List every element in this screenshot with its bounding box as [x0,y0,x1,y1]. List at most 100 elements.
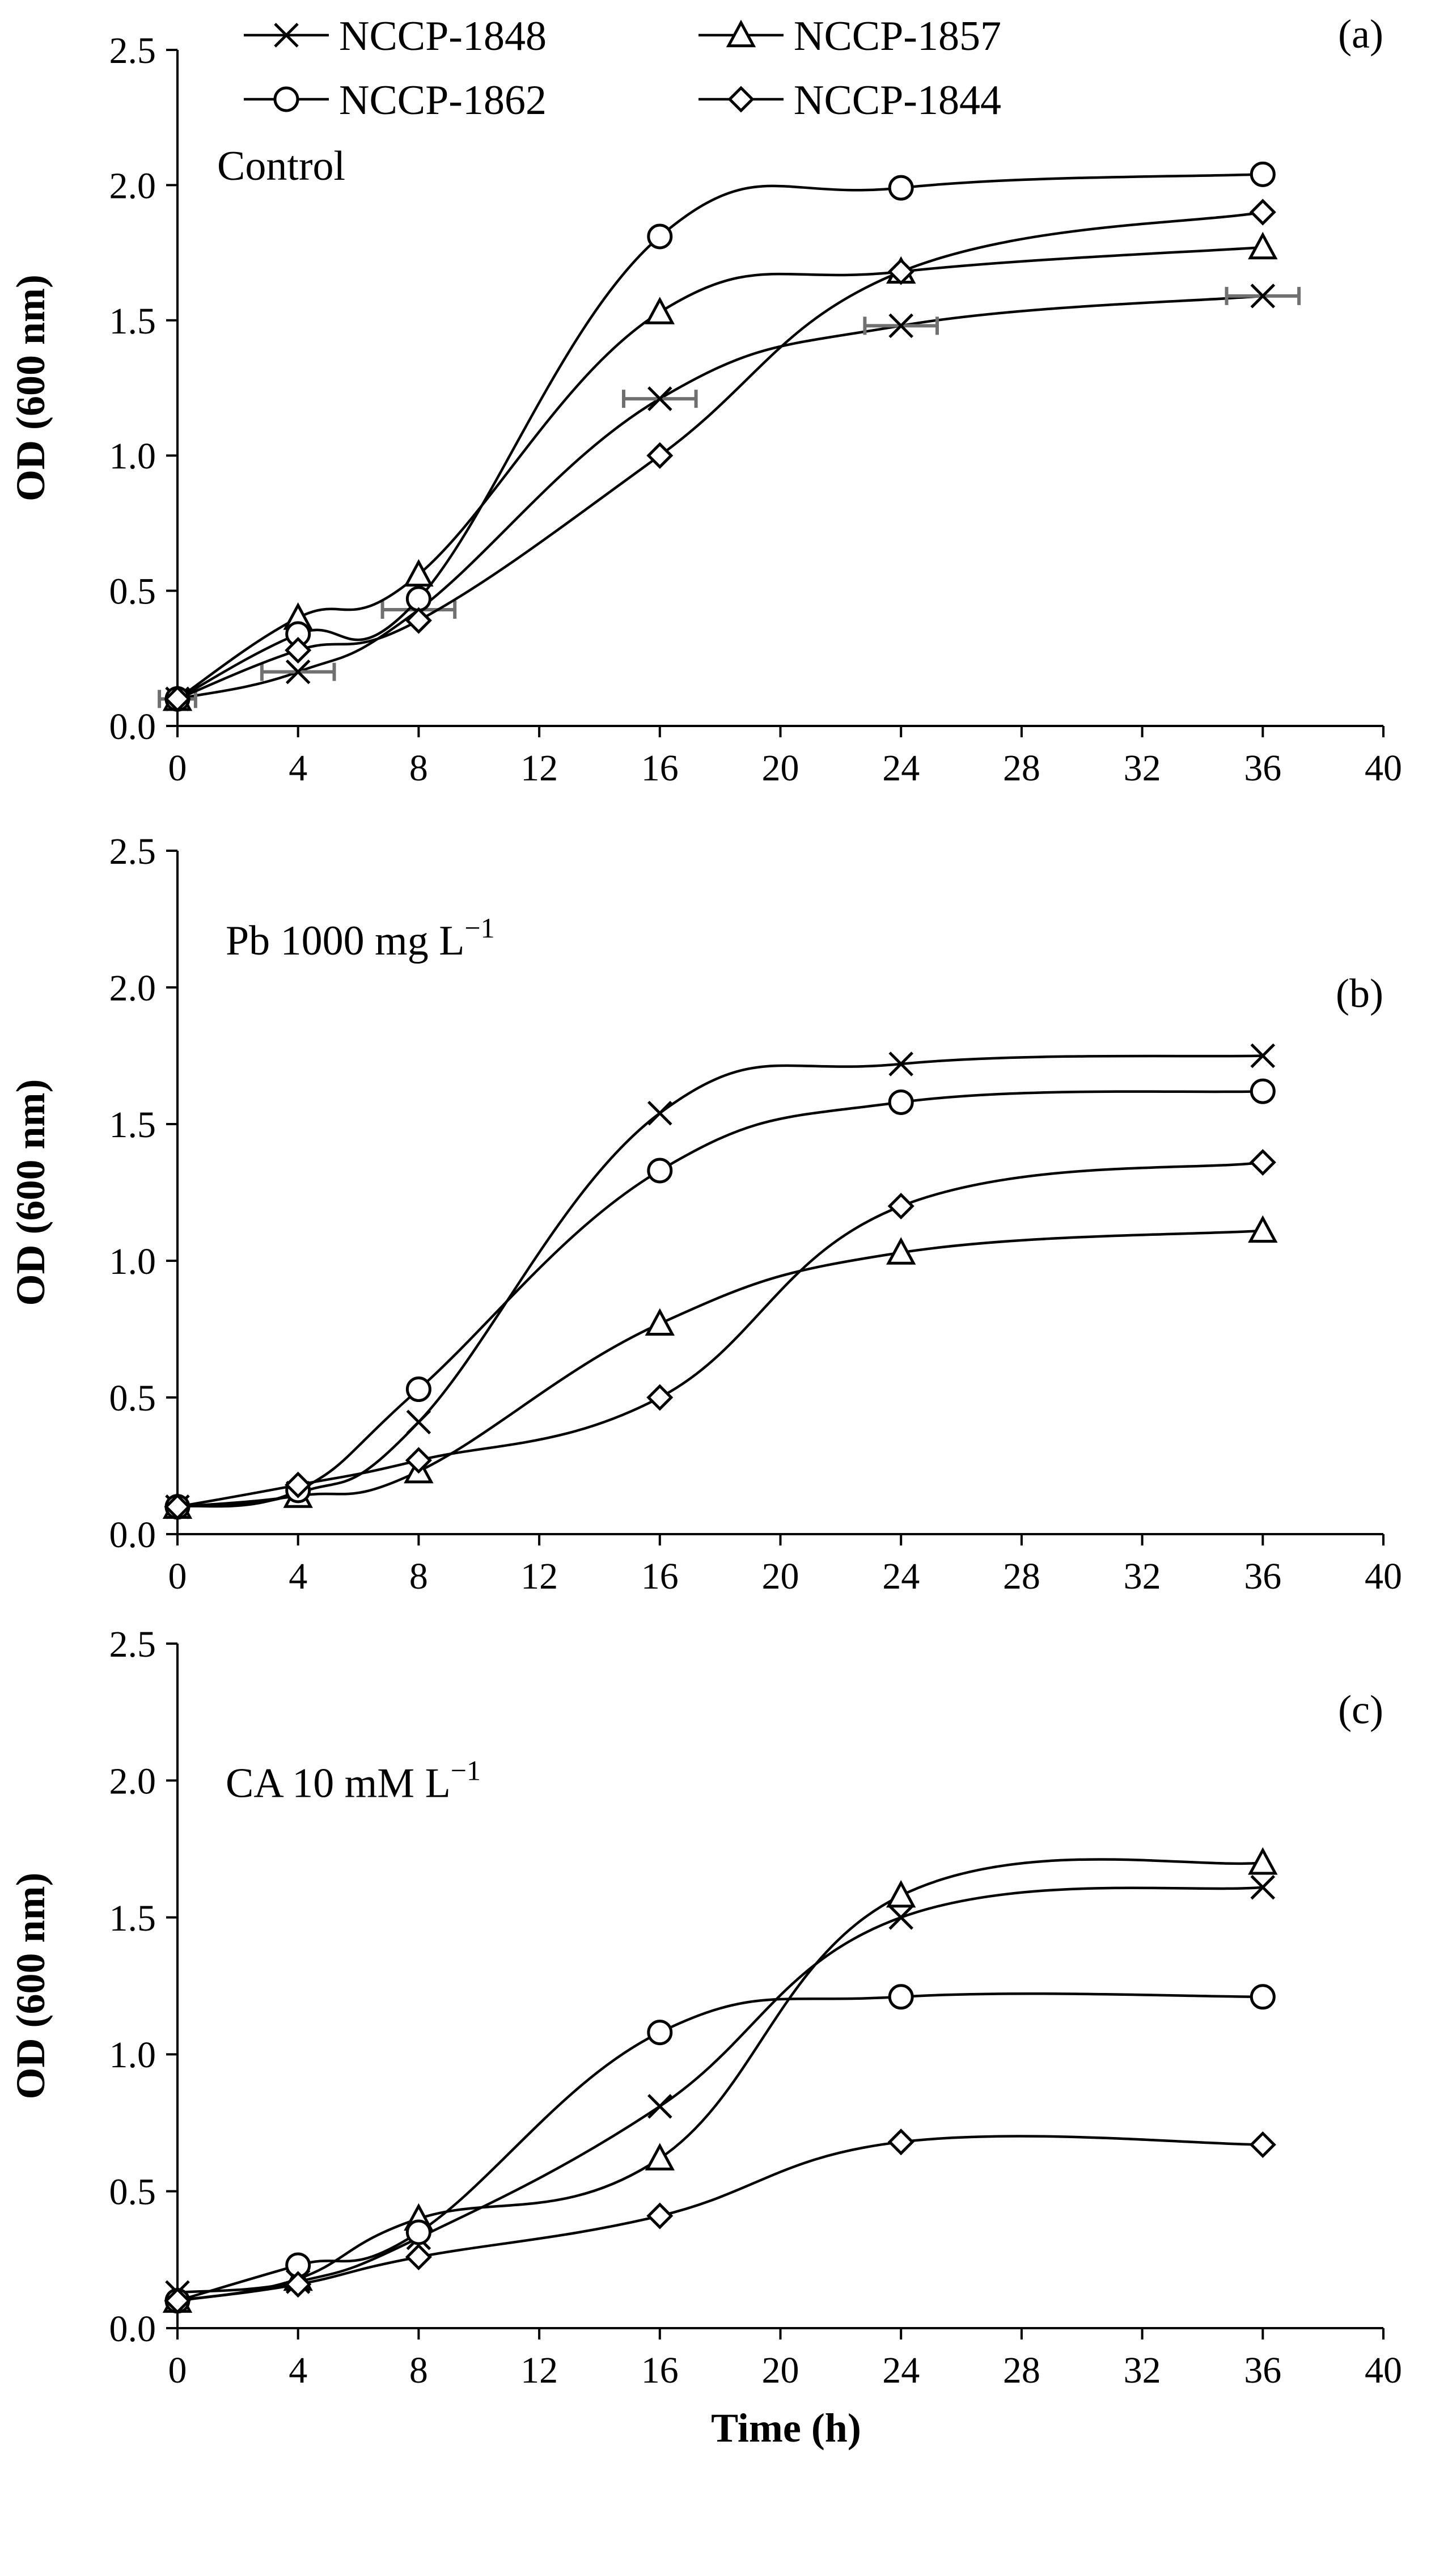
panel-label: (b) [1336,970,1383,1016]
data-point-x [1250,1043,1276,1069]
series-line [177,1992,1263,2302]
data-point-triangle [645,1308,675,1336]
series-line [177,1089,1263,1509]
data-point-x [888,1051,913,1076]
legend-label: NCCP-1848 [339,13,547,60]
x-tick-label: 16 [641,748,679,789]
series-line [177,210,1263,700]
series-line [177,1054,1263,1509]
y-tick-label: 2.0 [109,1760,156,1802]
series-NCCP-1844 [164,199,1276,712]
data-point-triangle [1248,1215,1278,1243]
y-tick-label: 1.5 [109,1898,156,1939]
x-tick-label: 36 [1244,2350,1281,2391]
legend-entry-NCCP-1862: NCCP-1862 [244,77,547,124]
y-tick-label: 0.5 [109,571,156,613]
y-tick-label: 1.0 [109,436,156,477]
x-tick-label: 28 [1003,748,1040,789]
y-tick-label: 2.5 [109,831,156,872]
data-point-diamond [164,2287,191,2315]
x-tick-label: 4 [289,2350,307,2391]
x-tick-label: 36 [1244,1556,1281,1597]
x-tick-label: 4 [289,1556,307,1597]
x-tick-label: 0 [168,748,187,789]
data-point-circle [888,175,914,201]
series-line [177,2135,1263,2302]
y-tick-label: 1.0 [109,1241,156,1282]
legend-marker-x [274,23,299,48]
data-point-circle [1250,161,1276,187]
data-point-circle [1250,1078,1276,1104]
data-point-diamond [405,607,432,634]
series-line [177,1161,1263,1509]
data-point-circle [647,1158,673,1184]
data-point-x [647,2094,672,2119]
x-tick-label: 12 [520,2350,558,2391]
x-tick-label: 4 [289,748,307,789]
y-tick-label: 0.0 [109,706,156,748]
panel-label: (a) [1338,11,1383,57]
x-tick-label: 20 [762,1556,799,1597]
data-point-triangle [645,2143,675,2170]
x-tick-label: 12 [520,748,558,789]
data-point-circle [1250,1984,1276,2010]
x-tick-label: 32 [1124,748,1161,789]
data-point-x [1250,284,1276,309]
panel-label: (c) [1338,1687,1383,1733]
condition-label-superscript: −1 [464,912,494,944]
condition-label: Pb 1000 mg L−1 [226,912,495,964]
x-tick-label: 16 [641,1556,679,1597]
data-point-diamond [646,2202,674,2229]
x-tick-label: 20 [762,748,799,789]
series-line [176,173,1263,700]
x-tick-label: 36 [1244,748,1281,789]
data-point-x [888,1905,913,1930]
data-point-diamond [405,2243,432,2271]
data-point-diamond [285,636,312,664]
data-point-triangle [1248,231,1278,260]
y-tick-label: 0.5 [109,1378,156,1419]
legend-marker-diamond [727,86,755,113]
y-axis-title: OD (600 nm) [8,1079,53,1306]
x-tick-label: 24 [882,1556,920,1597]
panel-c: 0.0 0.5 1.0 1.5 2.0 2.5 0 4 8 12 16 20 24 28 32 36 40 OD … [8,1624,1402,2451]
data-point-triangle [886,1880,916,1908]
series-line [177,1886,1263,2294]
condition-label: Control [217,143,345,189]
x-tick-label: 0 [168,2350,187,2391]
x-tick-label: 8 [409,748,428,789]
y-tick-label: 1.5 [109,301,156,342]
x-tick-label: 24 [882,748,920,789]
series-NCCP-1862 [164,1078,1276,1520]
data-point-triangle [645,297,675,324]
series-line [177,294,1263,700]
y-tick-label: 1.0 [109,2034,156,2076]
y-axis-title: OD (600 nm) [8,1873,53,2100]
legend-label: NCCP-1862 [339,77,547,124]
series-NCCP-1857 [162,1847,1278,2313]
x-tick-label: 0 [168,1556,187,1597]
data-point-x [406,1409,431,1435]
x-tick-label: 16 [641,2350,679,2391]
series-line [177,1229,1263,1509]
y-axis-title: OD (600 nm) [8,275,53,501]
legend-marker-circle [273,86,299,112]
legend: NCCP-1848 NCCP-1857 NCCP-1862 NCCP-1844 [244,13,1001,124]
data-point-diamond [887,258,915,285]
legend-entry-NCCP-1844: NCCP-1844 [698,77,1001,124]
data-point-diamond [164,1493,191,1521]
legend-entry-NCCP-1857: NCCP-1857 [698,13,1001,60]
data-point-diamond [405,1447,432,1474]
data-point-triangle [404,559,434,587]
data-point-x [285,659,311,685]
data-point-diamond [1249,199,1276,226]
series-NCCP-1862 [164,161,1276,712]
legend-marker-triangle [726,19,756,48]
data-point-circle [405,1376,431,1403]
x-tick-label: 40 [1365,748,1402,789]
data-point-diamond [887,1193,915,1220]
panel-a: 0.0 0.5 1.0 1.5 2.0 2.5 0 4 8 12 16 20 24 28 32 36 40 OD … [8,11,1402,789]
data-point-circle [888,1089,914,1115]
x-tick-label: 40 [1365,1556,1402,1597]
data-point-circle [647,223,673,250]
